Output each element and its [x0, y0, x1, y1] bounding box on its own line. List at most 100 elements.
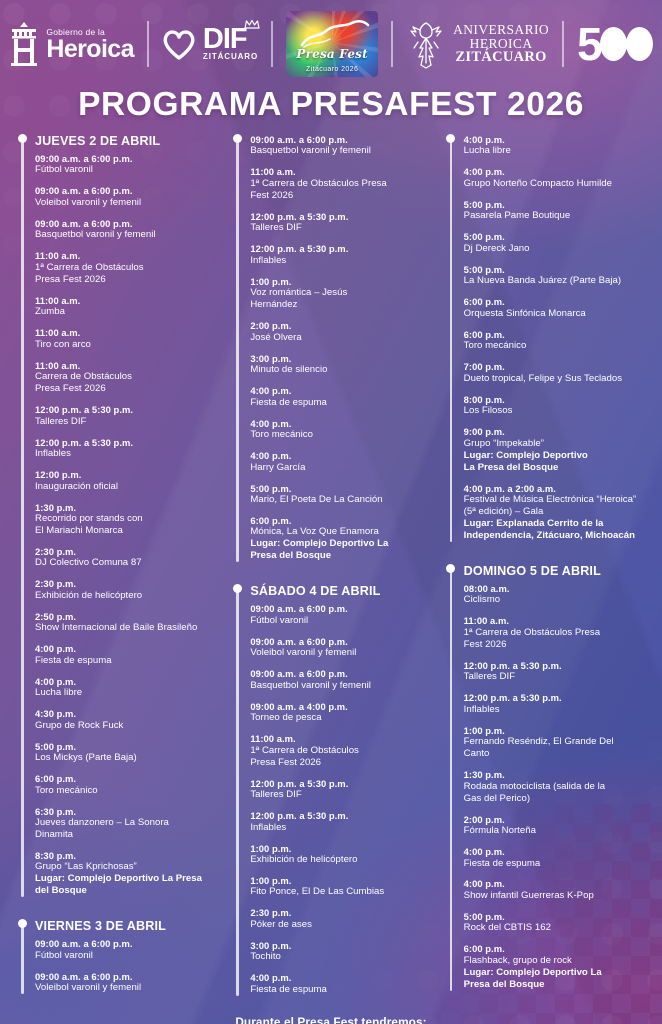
zero-circle-2 [625, 26, 653, 61]
day-spacer [229, 571, 428, 584]
logo-dif: DIF ZITÁCUARO [149, 20, 271, 61]
schedule-event: 12:00 p.m. a 5:30 p.m. Talleres DIF [35, 404, 217, 427]
event-time: 12:00 p.m. a 5:30 p.m. [250, 810, 349, 822]
schedule-event: 1:00 p.m. Exhibición de helicóptero [250, 843, 428, 866]
schedule-event: 4:00 p.m. Lucha libre [35, 676, 217, 699]
event-name: Lucha libre [35, 687, 83, 699]
event-venue: Lugar: Explanada Cerrito de la [463, 517, 604, 529]
event-time: 08:00 a.m. [463, 582, 510, 594]
schedule-event: 09:00 a.m. a 6:00 p.m. Basquetbol varonil… [35, 218, 217, 241]
program-columns: JUEVES 2 DE ABRIL 09:00 a.m. a 6:00 p.m. F… [0, 133, 662, 1005]
event-name: Presa Fest 2026 [250, 756, 322, 768]
event-name: Fútbol varonil [35, 949, 93, 961]
gobierno-text-block: Gobierno de la Heroica [46, 26, 134, 62]
crown-icon [244, 20, 260, 29]
schedule-event: 2:30 p.m. Exhibición de helicóptero [35, 578, 217, 601]
schedule-event: 09:00 a.m. a 6:00 p.m. Voleibol varonil y… [35, 971, 217, 994]
event-name: Grupo Norteño Compacto Humilde [463, 177, 612, 189]
day-group: JUEVES 2 DE ABRIL 09:00 a.m. a 6:00 p.m. F… [14, 133, 217, 898]
event-name: Los Mickys (Parte Baja) [35, 752, 137, 764]
event-venue: Independencia, Zitácuaro, Michoacán [463, 529, 635, 541]
event-name: Toro mecánico [35, 784, 98, 796]
event-time: 12:00 p.m. [35, 469, 82, 481]
event-name: Fernando Reséndiz, El Grande Del [463, 736, 614, 748]
eagle-icon [406, 18, 446, 70]
event-time: 09:00 a.m. a 6:00 p.m. [250, 134, 348, 145]
event-name: Carrera de Obstáculos [35, 371, 132, 383]
event-name: Fórmula Norteña [463, 825, 536, 837]
event-time: 4:30 p.m. [35, 708, 77, 720]
heart-icon [162, 28, 196, 60]
event-time: 4:00 p.m. [463, 134, 505, 145]
event-time: 6:30 p.m. [35, 805, 77, 817]
event-time: 12:00 p.m. a 5:30 p.m. [463, 692, 562, 704]
event-time: 5:00 p.m. [463, 231, 505, 243]
event-time: 2:30 p.m. [35, 545, 77, 557]
day-heading: SÁBADO 4 DE ABRIL [250, 584, 381, 599]
event-name: Hernández [250, 299, 298, 311]
logo-divider-4 [562, 21, 565, 67]
event-time: 1:00 p.m. [250, 275, 292, 287]
event-name: Fest 2026 [250, 189, 294, 201]
timeline-rail [446, 563, 455, 991]
day-heading: DOMINGO 5 DE ABRIL [463, 563, 601, 578]
event-name: Show infantil Guerreras K-Pop [463, 889, 594, 901]
day-spacer [14, 906, 217, 919]
event-time: 4:00 p.m. [250, 417, 292, 429]
event-time: 09:00 a.m. a 6:00 p.m. [250, 635, 348, 647]
schedule-event: 1:30 p.m. Rodada motociclista (salida de … [464, 769, 640, 804]
gobierno-pre-label: Gobierno de la [46, 26, 105, 37]
schedule-event: 6:00 p.m. Mónica, La Voz Que Enamora Lugar… [250, 515, 428, 562]
day-heading: VIERNES 3 DE ABRIL [35, 919, 166, 934]
logo-500-anniversary: 5 [564, 21, 662, 66]
schedule-event: 4:30 p.m. Grupo de Rock Fuck [35, 708, 217, 731]
event-time: 8:30 p.m. [35, 850, 77, 861]
event-name: Fiesta de espuma [250, 983, 327, 995]
footer-extras: Durante el Presa Fest tendremos: Experie… [0, 1005, 662, 1024]
event-time: 09:00 a.m. a 6:00 p.m. [35, 185, 133, 197]
five-hundred-mark: 5 [577, 21, 653, 66]
event-name: El Mariachi Monarca [35, 524, 123, 536]
event-time: 2:30 p.m. [250, 907, 292, 919]
event-time: 12:00 p.m. a 5:30 p.m. [463, 659, 562, 671]
schedule-event: 4:00 p.m. Fiesta de espuma [35, 643, 217, 666]
event-name: 1ª Carrera de Obstáculos [35, 261, 144, 273]
event-name: Grupo “Impekable” [463, 437, 544, 449]
event-name: Los Filosos [463, 405, 513, 417]
event-time: 4:00 p.m. [250, 385, 292, 397]
event-time: 1:30 p.m. [35, 501, 77, 513]
schedule-event: 1:00 p.m. Voz romántica – Jesús Hernández [250, 276, 428, 311]
schedule-event: 4:00 p.m. a 2:00 a.m. Festival de Música … [464, 483, 640, 542]
aniversario-line-2: HEROICA [469, 35, 533, 51]
schedule-event: 4:00 p.m. Fiesta de espuma [250, 385, 428, 408]
schedule-event: 4:00 p.m. Fiesta de espuma [250, 972, 428, 995]
event-time: 09:00 a.m. a 6:00 p.m. [35, 153, 133, 164]
event-name: Mario, El Poeta De La Canción [250, 493, 383, 505]
event-time: 09:00 a.m. a 4:00 p.m. [250, 700, 348, 712]
event-name: Exhibición de helicóptero [250, 854, 358, 865]
schedule-event: 5:00 p.m. Mario, El Poeta De La Canción [250, 483, 428, 506]
event-name: Voleibol varonil y femenil [250, 647, 357, 659]
schedule-event: 5:00 p.m. Rock del CBTIS 162 [464, 911, 640, 934]
event-name: Pasarela Pame Boutique [463, 210, 571, 222]
event-name: La Nueva Banda Juárez (Parte Baja) [463, 275, 622, 287]
event-venue: Presa del Bosque [463, 978, 545, 990]
event-name: Fútbol varonil [250, 614, 309, 626]
day-group: DOMINGO 5 DE ABRIL 08:00 a.m. Ciclismo 11:0… [443, 564, 640, 991]
event-venue: del Bosque [35, 885, 87, 897]
event-time: 11:00 a.m. [250, 733, 296, 745]
footer-heading: Durante el Presa Fest tendremos: [235, 1014, 427, 1024]
schedule-event: 1:30 p.m. Recorrido por stands con El Mari… [35, 502, 217, 537]
event-name: Mónica, La Voz Que Enamora [250, 526, 379, 538]
event-time: 7:00 p.m. [463, 361, 505, 373]
schedule-event: 6:00 p.m. Toro mecánico [35, 773, 217, 796]
logo-gobierno-heroica: Gobierno de la Heroica [0, 22, 147, 66]
event-name: Fiesta de espuma [463, 857, 541, 869]
event-name: (5ª edición) – Gala [463, 505, 544, 517]
logo-bar: Gobierno de la Heroica DIF ZITÁCUARO [0, 0, 662, 88]
schedule-event: 4:00 p.m. Grupo Norteño Compacto Humilde [464, 166, 640, 189]
event-name: Rodada motociclista (salida de la [463, 780, 606, 792]
event-time: 11:00 a.m. [35, 294, 81, 306]
event-venue: Lugar: Complejo Deportivo La [250, 538, 389, 550]
